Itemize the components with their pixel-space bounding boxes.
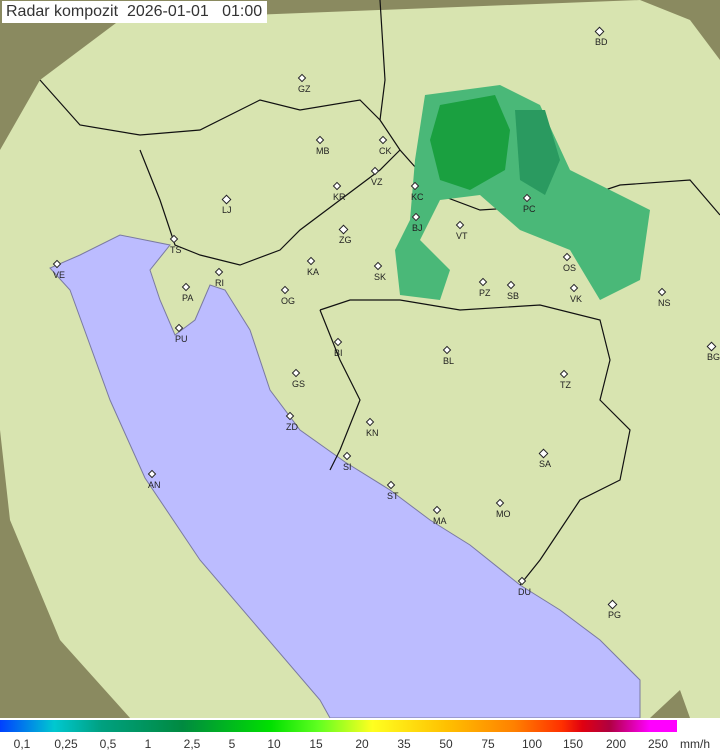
city-label: BG — [707, 352, 720, 362]
city-label: KN — [366, 428, 379, 438]
legend-tick: 200 — [605, 737, 627, 751]
legend-tick: 100 — [521, 737, 543, 751]
legend-tick: 15 — [309, 737, 323, 751]
legend-tick: 10 — [267, 737, 281, 751]
legend-unit: mm/h — [680, 737, 710, 751]
city-label: VT — [456, 231, 468, 241]
city-label: ST — [387, 491, 399, 501]
city-label: PU — [175, 334, 188, 344]
city-label: KA — [307, 267, 320, 277]
city-label: SB — [507, 291, 520, 301]
city-label: LJ — [222, 205, 232, 215]
legend-tick: 50 — [439, 737, 453, 751]
map-title: Radar kompozit 2026-01-01 01:00 — [2, 1, 268, 23]
city-label: AN — [148, 480, 161, 490]
city-label: OG — [281, 296, 296, 306]
city-label: ZD — [286, 422, 298, 432]
legend-tick: 250 — [647, 737, 669, 751]
city-label: SI — [343, 462, 352, 472]
legend-tick: 0,5 — [99, 737, 117, 751]
city-label: BI — [334, 348, 343, 358]
city-label: PZ — [479, 288, 491, 298]
city-label: SA — [539, 459, 552, 469]
city-label: MA — [433, 516, 447, 526]
color-scale-bar — [0, 720, 677, 732]
city-label: GS — [292, 379, 306, 389]
legend-tick: 75 — [481, 737, 495, 751]
city-label: BD — [595, 37, 608, 47]
city-label: MB — [316, 146, 330, 156]
legend-tick: 5 — [228, 737, 236, 751]
city-label: RI — [215, 278, 224, 288]
city-label: NS — [658, 298, 671, 308]
city-label: DU — [518, 587, 531, 597]
city-label: ZG — [339, 235, 352, 245]
city-label: PA — [182, 293, 194, 303]
country-borders — [39, 0, 720, 586]
city-label: CK — [379, 146, 392, 156]
city-label: MO — [496, 509, 511, 519]
city-label: OS — [563, 263, 577, 273]
city-label: SK — [374, 272, 387, 282]
legend-tick: 20 — [355, 737, 369, 751]
rain-cells — [395, 85, 650, 300]
city-label: BL — [443, 356, 455, 366]
sea — [49, 234, 641, 718]
city-label: VK — [570, 294, 583, 304]
legend-tick: 0,1 — [13, 737, 31, 751]
city-label: GZ — [298, 84, 311, 94]
city-label: BJ — [412, 223, 423, 233]
city-label: KC — [411, 192, 424, 202]
city-label: VE — [53, 270, 66, 280]
legend-tick: 2,5 — [183, 737, 201, 751]
legend-tick: 1 — [144, 737, 152, 751]
radar-map — [0, 0, 720, 718]
city-label: VZ — [371, 177, 383, 187]
city-label: KR — [333, 192, 346, 202]
city-label: TS — [170, 245, 182, 255]
city-label: TZ — [560, 380, 571, 390]
legend-tick: 0,25 — [54, 737, 78, 751]
city-label: PG — [608, 610, 622, 620]
precipitation-legend: 0,1 0,25 0,5 1 2,5 5 10 15 20 35 50 75 100 150 200 250 m… — [0, 720, 720, 751]
city-label: PC — [523, 204, 536, 214]
legend-tick: 150 — [562, 737, 584, 751]
legend-tick: 35 — [397, 737, 411, 751]
